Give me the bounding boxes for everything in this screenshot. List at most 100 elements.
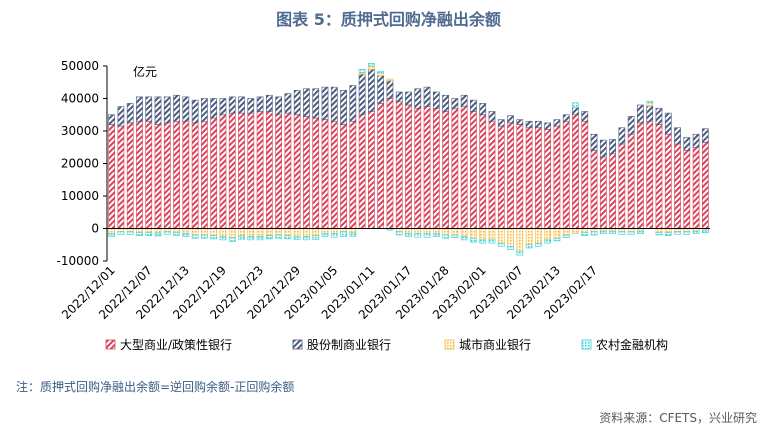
- bar-segment-4: [451, 234, 459, 238]
- bar-segment-1: [377, 103, 385, 229]
- bar-segment-2: [182, 96, 190, 122]
- bar-segment-2: [683, 137, 691, 151]
- bar-segment-1: [182, 120, 190, 229]
- bar-segment-1: [414, 107, 422, 229]
- bar-segment-1: [256, 111, 264, 229]
- bar-segment-2: [330, 86, 338, 122]
- bar-segment-1: [349, 120, 357, 229]
- bar-segment-1: [423, 106, 431, 229]
- bar-segment-1: [581, 120, 589, 229]
- bar-segment-3: [442, 228, 449, 236]
- bar-segment-3: [154, 228, 162, 234]
- bar-segment-2: [432, 91, 440, 109]
- bar-segment-4: [219, 236, 227, 241]
- bar-segment-3: [238, 228, 245, 237]
- bar-segment-2: [163, 96, 171, 124]
- bar-segment-4: [609, 230, 616, 235]
- bar-segment-1: [154, 124, 162, 229]
- bar-segment-3: [572, 228, 579, 234]
- bar-segment-2: [544, 122, 552, 130]
- bar-segment-3: [368, 65, 375, 70]
- bar-segment-2: [303, 88, 310, 117]
- bar-segment-3: [535, 228, 542, 244]
- bar-segment-1: [479, 114, 487, 229]
- bar-segment-1: [284, 112, 292, 229]
- bar-segment-3: [210, 228, 218, 236]
- bar-segment-1: [108, 124, 115, 229]
- bar-segment-2: [265, 94, 273, 112]
- bar-segment-1: [210, 117, 218, 229]
- bar-segment-4: [497, 242, 505, 247]
- bar-segment-4: [173, 232, 180, 236]
- bar-segment-2: [451, 98, 459, 109]
- bar-segment-3: [256, 228, 264, 237]
- bar-segment-2: [488, 111, 496, 122]
- bar-segment-2: [117, 106, 125, 127]
- bar-segment-1: [173, 120, 180, 229]
- bar-segment-2: [395, 91, 403, 103]
- bar-segment-2: [358, 73, 366, 116]
- bar-segment-3: [488, 228, 496, 241]
- bar-segment-4: [470, 237, 477, 243]
- bar-segment-4: [163, 231, 171, 235]
- bar-segment-3: [136, 228, 143, 233]
- bar-segment-1: [219, 114, 227, 229]
- bar-segment-3: [201, 228, 208, 236]
- bar-segment-2: [627, 116, 635, 135]
- bar-segment-3: [581, 228, 589, 233]
- bar-segment-4: [312, 235, 320, 240]
- unit-label: 亿元: [133, 64, 157, 79]
- bar-segment-1: [609, 153, 616, 229]
- bar-segment-1: [544, 129, 552, 229]
- bar-segment-2: [525, 120, 533, 129]
- bar-segment-4: [201, 234, 208, 239]
- bar-segment-4: [674, 231, 681, 235]
- bar-segment-4: [293, 236, 301, 240]
- bar-segment-2: [126, 103, 134, 124]
- bar-segment-4: [228, 237, 236, 242]
- bar-segment-1: [405, 104, 412, 229]
- bar-segment-2: [664, 112, 672, 135]
- bar-segment-1: [126, 122, 134, 229]
- bar-segment-4: [516, 250, 524, 256]
- bar-segment-1: [525, 127, 533, 229]
- bar-segment-3: [247, 228, 255, 237]
- bar-segment-2: [516, 119, 524, 125]
- bar-segment-1: [655, 124, 663, 229]
- bar-segment-4: [702, 229, 709, 234]
- bar-segment-3: [377, 72, 385, 77]
- bar-segment-1: [683, 150, 691, 229]
- bar-segment-1: [442, 111, 449, 229]
- bar-segment-4: [108, 233, 115, 237]
- bar-segment-2: [507, 115, 514, 124]
- y-tick-label: 20000: [61, 157, 99, 171]
- bar-segment-3: [525, 228, 533, 246]
- bar-segment-1: [432, 107, 440, 229]
- bar-segment-4: [562, 234, 570, 238]
- bar-segment-2: [460, 94, 468, 107]
- bar-segment-4: [572, 102, 579, 108]
- bar-segment-4: [303, 236, 310, 241]
- bar-segment-2: [442, 94, 449, 112]
- bar-segment-4: [136, 232, 143, 236]
- bar-segment-1: [451, 107, 459, 229]
- bars: [108, 63, 709, 256]
- bar-segment-3: [646, 102, 654, 107]
- bar-segment-2: [154, 96, 162, 125]
- bar-segment-2: [692, 133, 700, 148]
- bar-segment-2: [377, 75, 385, 104]
- bar-segment-4: [284, 235, 292, 240]
- legend-label-2: 股份制商业银行: [307, 337, 391, 352]
- bar-segment-3: [312, 228, 320, 236]
- bar-segment-3: [284, 228, 292, 236]
- bar-segment-2: [256, 96, 264, 112]
- bar-segment-1: [136, 120, 143, 229]
- bar-segment-3: [562, 228, 570, 236]
- bar-segment-4: [599, 230, 607, 235]
- legend-label-1: 大型商业/政策性银行: [120, 337, 232, 352]
- bar-segment-1: [627, 133, 635, 229]
- bar-segment-4: [117, 231, 125, 235]
- bar-segment-4: [581, 232, 589, 236]
- bar-segment-4: [646, 100, 654, 104]
- bar-segment-1: [312, 117, 320, 229]
